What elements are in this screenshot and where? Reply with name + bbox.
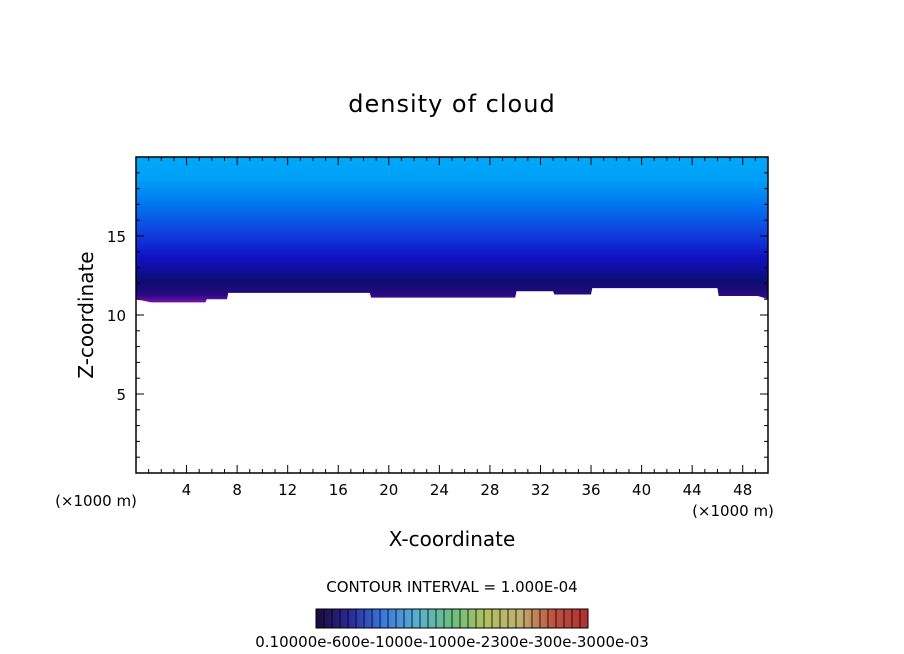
- chart-title: density of cloud: [348, 90, 555, 118]
- y-tick-label: 15: [107, 228, 126, 246]
- y-tick-label: 5: [116, 386, 126, 404]
- y-ticks: 5 10 15: [107, 172, 768, 458]
- x-tick-label: 36: [581, 481, 600, 499]
- x-tick-label: 12: [278, 481, 297, 499]
- x-tick-label: 8: [232, 481, 242, 499]
- x-tick-label: 20: [379, 481, 398, 499]
- x-axis-label: X-coordinate: [389, 527, 516, 551]
- y-axis-label: Z-coordinate: [74, 251, 98, 378]
- y-tick-label: 10: [107, 307, 126, 325]
- x-tick-label: 24: [430, 481, 449, 499]
- x-tick-label: 4: [182, 481, 192, 499]
- x-tick-label: 28: [480, 481, 499, 499]
- colorbar-stripes: [323, 609, 581, 628]
- contour-interval-text: CONTOUR INTERVAL = 1.000E-04: [326, 578, 577, 596]
- x-tick-label: 48: [733, 481, 752, 499]
- z-unit-label: (×1000 m): [55, 492, 137, 510]
- colorbar-labels: 0.10000e-600e-1000e-1000e-2300e-300e-300…: [255, 633, 649, 651]
- x-tick-label: 44: [683, 481, 702, 499]
- x-ticks: 4 8 12 16 20 24 28 32 36 40 44 48: [148, 157, 756, 499]
- x-tick-label: 16: [329, 481, 348, 499]
- x-unit-label: (×1000 m): [692, 502, 774, 520]
- cloud-density-fill: [136, 157, 768, 303]
- x-tick-label: 32: [531, 481, 550, 499]
- x-tick-label: 40: [632, 481, 651, 499]
